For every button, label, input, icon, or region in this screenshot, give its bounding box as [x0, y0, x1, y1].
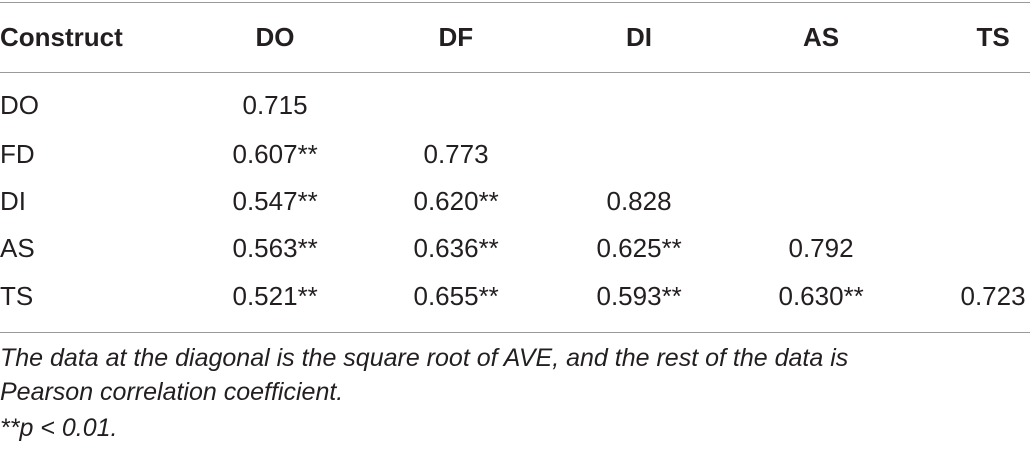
table-cell: 0.630** — [778, 281, 864, 311]
footnote: The data at the diagonal is the square r… — [0, 344, 849, 372]
header-cell: DO — [255, 22, 295, 52]
table-cell: 0.607** — [232, 139, 318, 169]
header-cell: DI — [626, 22, 652, 52]
row-label: DO — [0, 90, 39, 120]
table-cell: 0.521** — [232, 281, 318, 311]
table-cell: 0.625** — [596, 233, 682, 263]
footnote: Pearson correlation coefficient. — [0, 378, 344, 406]
table-cell: 0.828 — [606, 186, 672, 216]
bottom-rule — [0, 332, 1030, 333]
header-cell: Construct — [0, 22, 123, 52]
table-cell: 0.593** — [596, 281, 682, 311]
table-cell: 0.773 — [423, 139, 489, 169]
table-cell: 0.715 — [242, 90, 308, 120]
table-cell: 0.655** — [413, 281, 499, 311]
header-cell: DF — [438, 22, 474, 52]
top-rule — [0, 2, 1030, 3]
table-cell: 0.547** — [232, 186, 318, 216]
header-cell: TS — [976, 22, 1010, 52]
header-cell: AS — [803, 22, 840, 52]
row-label: AS — [0, 233, 35, 263]
table-cell: 0.723 — [960, 281, 1026, 311]
row-label: DI — [0, 186, 26, 216]
row-label: FD — [0, 139, 35, 169]
row-label: TS — [0, 281, 34, 311]
header-rule — [0, 72, 1030, 73]
table-cell: 0.563** — [232, 233, 318, 263]
table-cell: 0.792 — [788, 233, 854, 263]
table-cell: 0.620** — [413, 186, 499, 216]
table-cell: 0.636** — [413, 233, 499, 263]
footnote: **p < 0.01. — [0, 414, 118, 442]
